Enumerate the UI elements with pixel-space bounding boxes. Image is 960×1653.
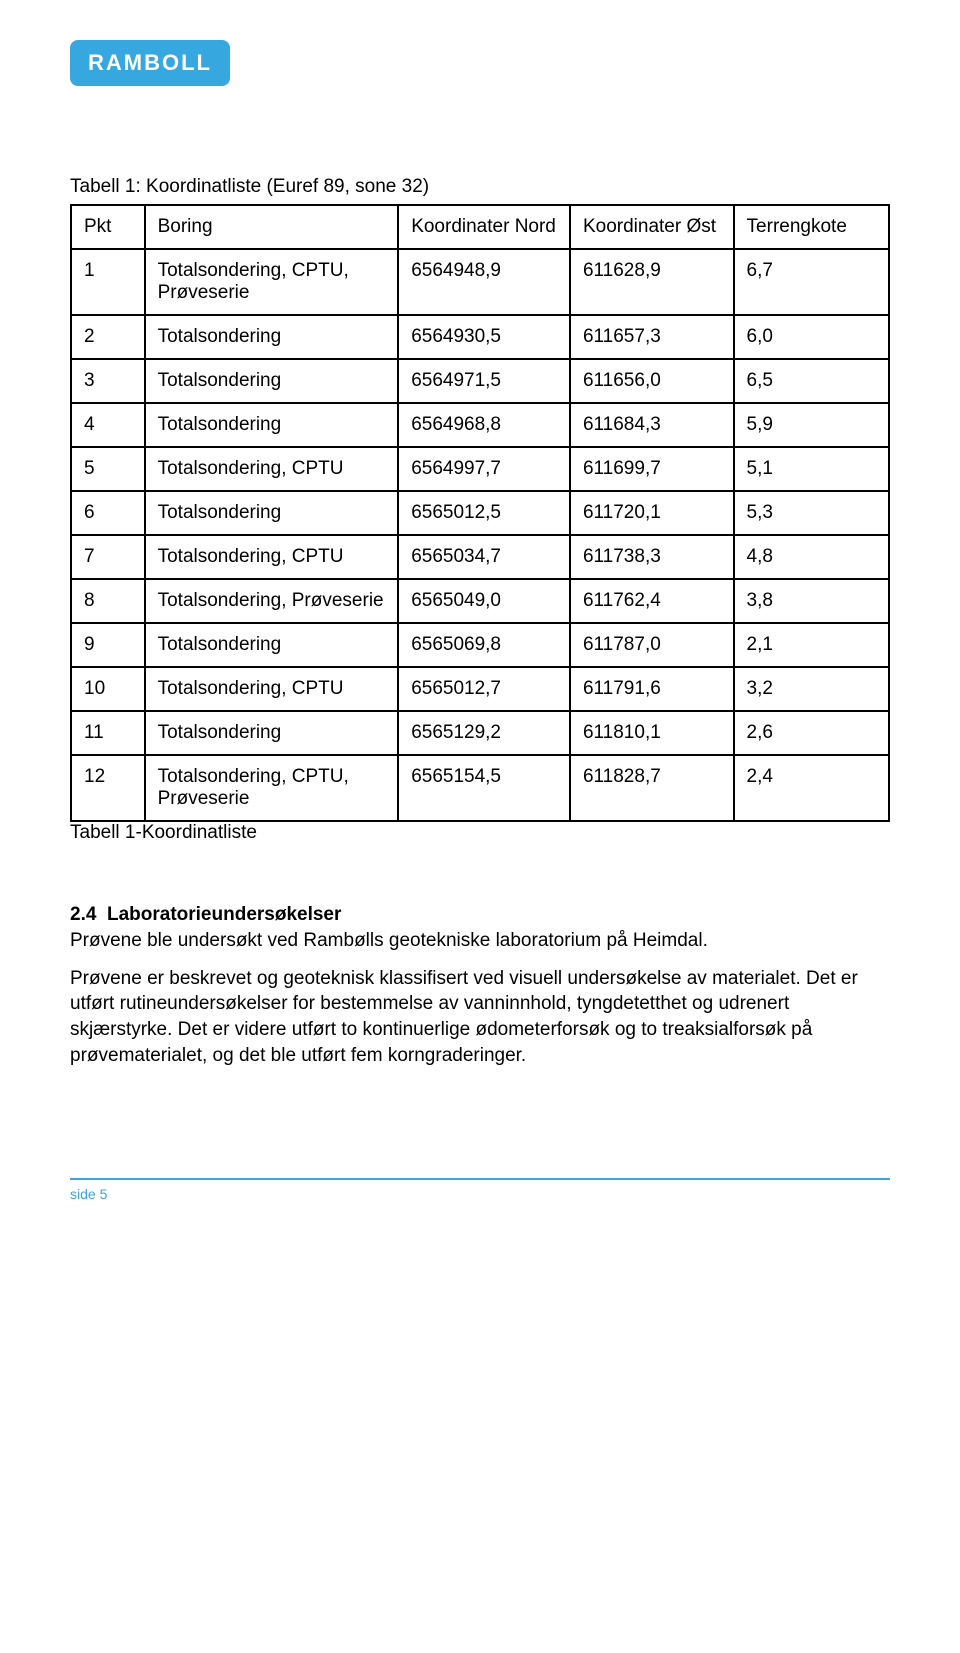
cell-nord: 6564968,8 xyxy=(398,403,570,447)
cell-nord: 6564971,5 xyxy=(398,359,570,403)
cell-terr: 2,6 xyxy=(734,711,889,755)
cell-terr: 4,8 xyxy=(734,535,889,579)
cell-terr: 5,9 xyxy=(734,403,889,447)
section-paragraph-2: Prøvene er beskrevet og geoteknisk klass… xyxy=(70,966,890,1069)
cell-nord: 6565049,0 xyxy=(398,579,570,623)
table-row: 6 Totalsondering 6565012,5 611720,1 5,3 xyxy=(71,491,889,535)
cell-ost: 611738,3 xyxy=(570,535,734,579)
cell-pkt: 3 xyxy=(71,359,145,403)
logo-text: RAMBOLL xyxy=(70,40,230,86)
coordinate-table: Pkt Boring Koordinater Nord Koordinater … xyxy=(70,204,890,822)
table-footnote: Tabell 1-Koordinatliste xyxy=(70,822,890,844)
cell-terr: 5,1 xyxy=(734,447,889,491)
cell-nord: 6564948,9 xyxy=(398,249,570,315)
cell-terr: 3,2 xyxy=(734,667,889,711)
table-row: 7 Totalsondering, CPTU 6565034,7 611738,… xyxy=(71,535,889,579)
cell-nord: 6565012,7 xyxy=(398,667,570,711)
cell-terr: 3,8 xyxy=(734,579,889,623)
logo: RAMBOLL xyxy=(70,40,890,86)
cell-terr: 2,4 xyxy=(734,755,889,821)
table-row: 5 Totalsondering, CPTU 6564997,7 611699,… xyxy=(71,447,889,491)
table-row: 8 Totalsondering, Prøveserie 6565049,0 6… xyxy=(71,579,889,623)
cell-terr: 6,0 xyxy=(734,315,889,359)
table-row: 2 Totalsondering 6564930,5 611657,3 6,0 xyxy=(71,315,889,359)
table-header-row: Pkt Boring Koordinater Nord Koordinater … xyxy=(71,205,889,249)
cell-nord: 6565034,7 xyxy=(398,535,570,579)
cell-boring: Totalsondering, CPTU xyxy=(145,667,399,711)
cell-pkt: 8 xyxy=(71,579,145,623)
cell-ost: 611828,7 xyxy=(570,755,734,821)
cell-ost: 611699,7 xyxy=(570,447,734,491)
page-footer: side 5 xyxy=(70,1178,890,1204)
table-row: 4 Totalsondering 6564968,8 611684,3 5,9 xyxy=(71,403,889,447)
cell-pkt: 1 xyxy=(71,249,145,315)
cell-boring: Totalsondering, CPTU xyxy=(145,535,399,579)
cell-pkt: 2 xyxy=(71,315,145,359)
cell-ost: 611791,6 xyxy=(570,667,734,711)
section-paragraph-1: Prøvene ble undersøkt ved Rambølls geote… xyxy=(70,928,890,954)
cell-nord: 6565129,2 xyxy=(398,711,570,755)
section-number: 2.4 xyxy=(70,904,96,925)
table-row: 11 Totalsondering 6565129,2 611810,1 2,6 xyxy=(71,711,889,755)
cell-ost: 611810,1 xyxy=(570,711,734,755)
cell-pkt: 6 xyxy=(71,491,145,535)
cell-nord: 6564930,5 xyxy=(398,315,570,359)
cell-pkt: 4 xyxy=(71,403,145,447)
cell-ost: 611656,0 xyxy=(570,359,734,403)
cell-boring: Totalsondering xyxy=(145,491,399,535)
table-row: 1 Totalsondering, CPTU, Prøveserie 65649… xyxy=(71,249,889,315)
cell-nord: 6564997,7 xyxy=(398,447,570,491)
cell-pkt: 11 xyxy=(71,711,145,755)
col-header-ost: Koordinater Øst xyxy=(570,205,734,249)
cell-ost: 611684,3 xyxy=(570,403,734,447)
cell-pkt: 10 xyxy=(71,667,145,711)
page-number: side 5 xyxy=(70,1186,107,1202)
cell-nord: 6565154,5 xyxy=(398,755,570,821)
section-title: Laboratorieundersøkelser xyxy=(107,904,341,925)
cell-boring: Totalsondering, CPTU, Prøveserie xyxy=(145,249,399,315)
cell-terr: 2,1 xyxy=(734,623,889,667)
col-header-boring: Boring xyxy=(145,205,399,249)
col-header-terrengkote: Terrengkote xyxy=(734,205,889,249)
cell-boring: Totalsondering xyxy=(145,403,399,447)
table-caption: Tabell 1: Koordinatliste (Euref 89, sone… xyxy=(70,176,890,198)
table-body: 1 Totalsondering, CPTU, Prøveserie 65649… xyxy=(71,249,889,821)
section-heading: 2.4 Laboratorieundersøkelser xyxy=(70,904,890,926)
cell-pkt: 9 xyxy=(71,623,145,667)
cell-boring: Totalsondering, Prøveserie xyxy=(145,579,399,623)
table-row: 3 Totalsondering 6564971,5 611656,0 6,5 xyxy=(71,359,889,403)
cell-nord: 6565069,8 xyxy=(398,623,570,667)
table-row: 12 Totalsondering, CPTU, Prøveserie 6565… xyxy=(71,755,889,821)
cell-boring: Totalsondering, CPTU, Prøveserie xyxy=(145,755,399,821)
cell-boring: Totalsondering xyxy=(145,711,399,755)
cell-pkt: 5 xyxy=(71,447,145,491)
cell-boring: Totalsondering, CPTU xyxy=(145,447,399,491)
col-header-pkt: Pkt xyxy=(71,205,145,249)
cell-boring: Totalsondering xyxy=(145,315,399,359)
cell-pkt: 7 xyxy=(71,535,145,579)
table-row: 9 Totalsondering 6565069,8 611787,0 2,1 xyxy=(71,623,889,667)
cell-ost: 611657,3 xyxy=(570,315,734,359)
cell-boring: Totalsondering xyxy=(145,359,399,403)
cell-ost: 611787,0 xyxy=(570,623,734,667)
cell-boring: Totalsondering xyxy=(145,623,399,667)
col-header-nord: Koordinater Nord xyxy=(398,205,570,249)
cell-ost: 611628,9 xyxy=(570,249,734,315)
cell-nord: 6565012,5 xyxy=(398,491,570,535)
cell-terr: 6,7 xyxy=(734,249,889,315)
cell-terr: 5,3 xyxy=(734,491,889,535)
table-row: 10 Totalsondering, CPTU 6565012,7 611791… xyxy=(71,667,889,711)
cell-ost: 611720,1 xyxy=(570,491,734,535)
cell-pkt: 12 xyxy=(71,755,145,821)
cell-ost: 611762,4 xyxy=(570,579,734,623)
cell-terr: 6,5 xyxy=(734,359,889,403)
